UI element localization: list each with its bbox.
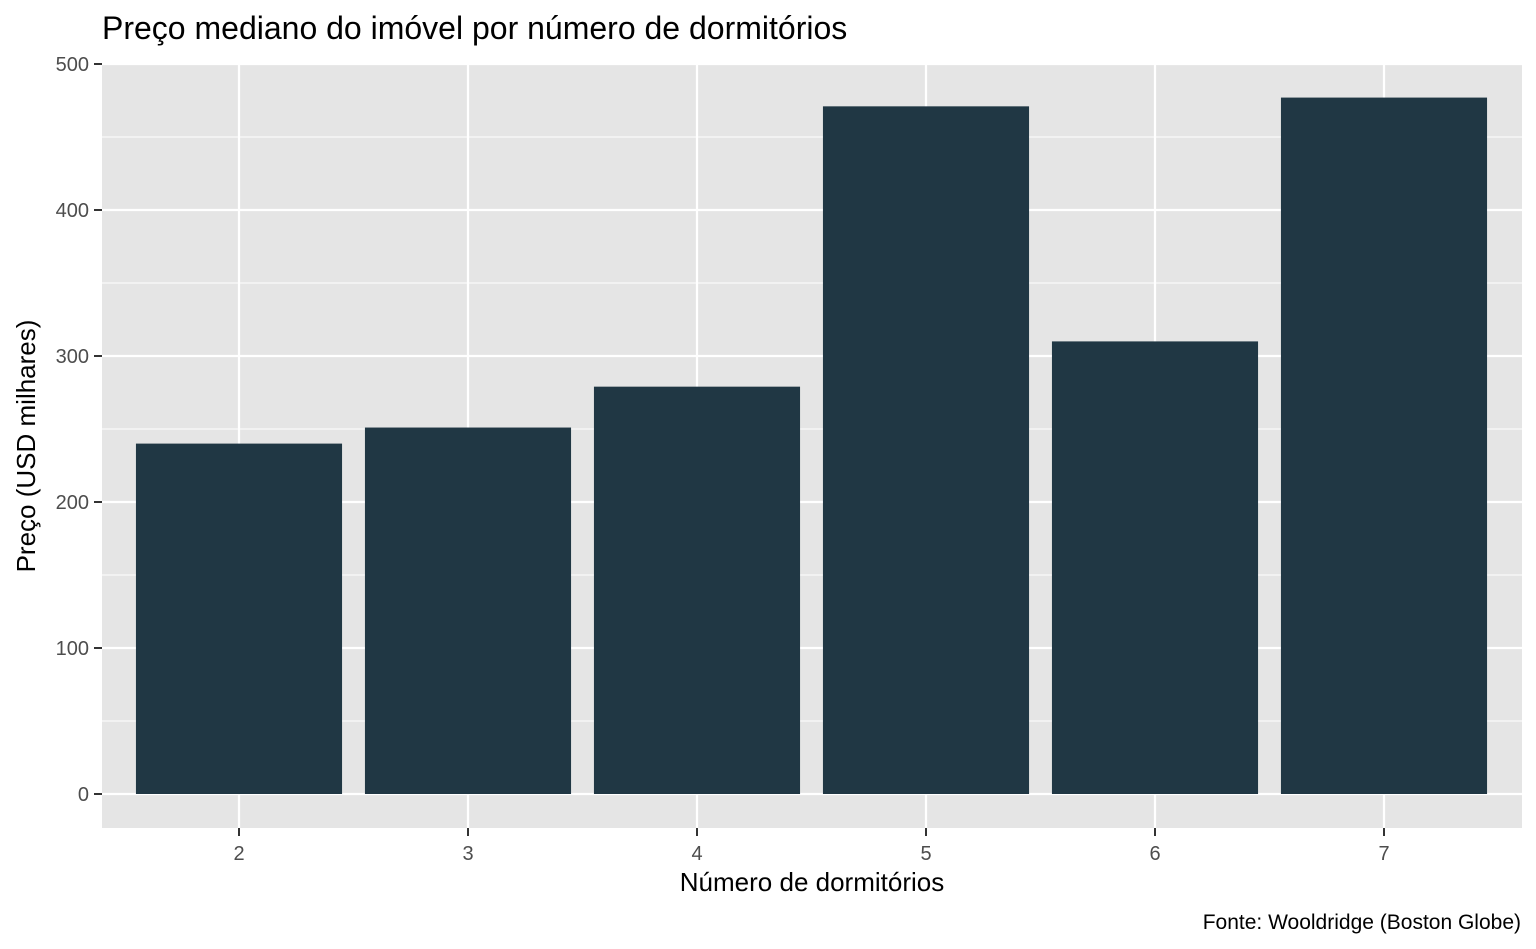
bar-4 [593, 386, 801, 794]
bar-5 [822, 106, 1030, 795]
bars [135, 97, 1488, 795]
bar-7 [1280, 97, 1488, 794]
x-tick-label: 7 [1378, 843, 1389, 865]
y-axis: 0 100 200 300 400 500 [56, 54, 102, 806]
x-axis: 2 3 4 5 6 7 [233, 828, 1390, 865]
x-tick-label: 2 [233, 843, 244, 865]
x-axis-title: Número de dormitórios [680, 867, 944, 897]
y-tick-label: 100 [56, 638, 89, 660]
x-tick-label: 3 [462, 843, 473, 865]
x-tick-label: 6 [1149, 843, 1160, 865]
x-tick-label: 5 [920, 843, 931, 865]
y-tick-label: 400 [56, 200, 89, 222]
bar-2 [135, 443, 343, 794]
chart-title: Preço mediano do imóvel por número de do… [102, 10, 847, 46]
bar-6 [1051, 341, 1259, 794]
y-tick-label: 200 [56, 492, 89, 514]
bar-3 [364, 427, 572, 794]
y-tick-label: 500 [56, 54, 89, 76]
y-tick-label: 0 [78, 784, 89, 806]
chart-caption: Fonte: Wooldridge (Boston Globe) [1203, 911, 1521, 934]
y-axis-title: Preço (USD milhares) [11, 320, 41, 573]
y-tick-label: 300 [56, 346, 89, 368]
x-tick-label: 4 [691, 843, 702, 865]
